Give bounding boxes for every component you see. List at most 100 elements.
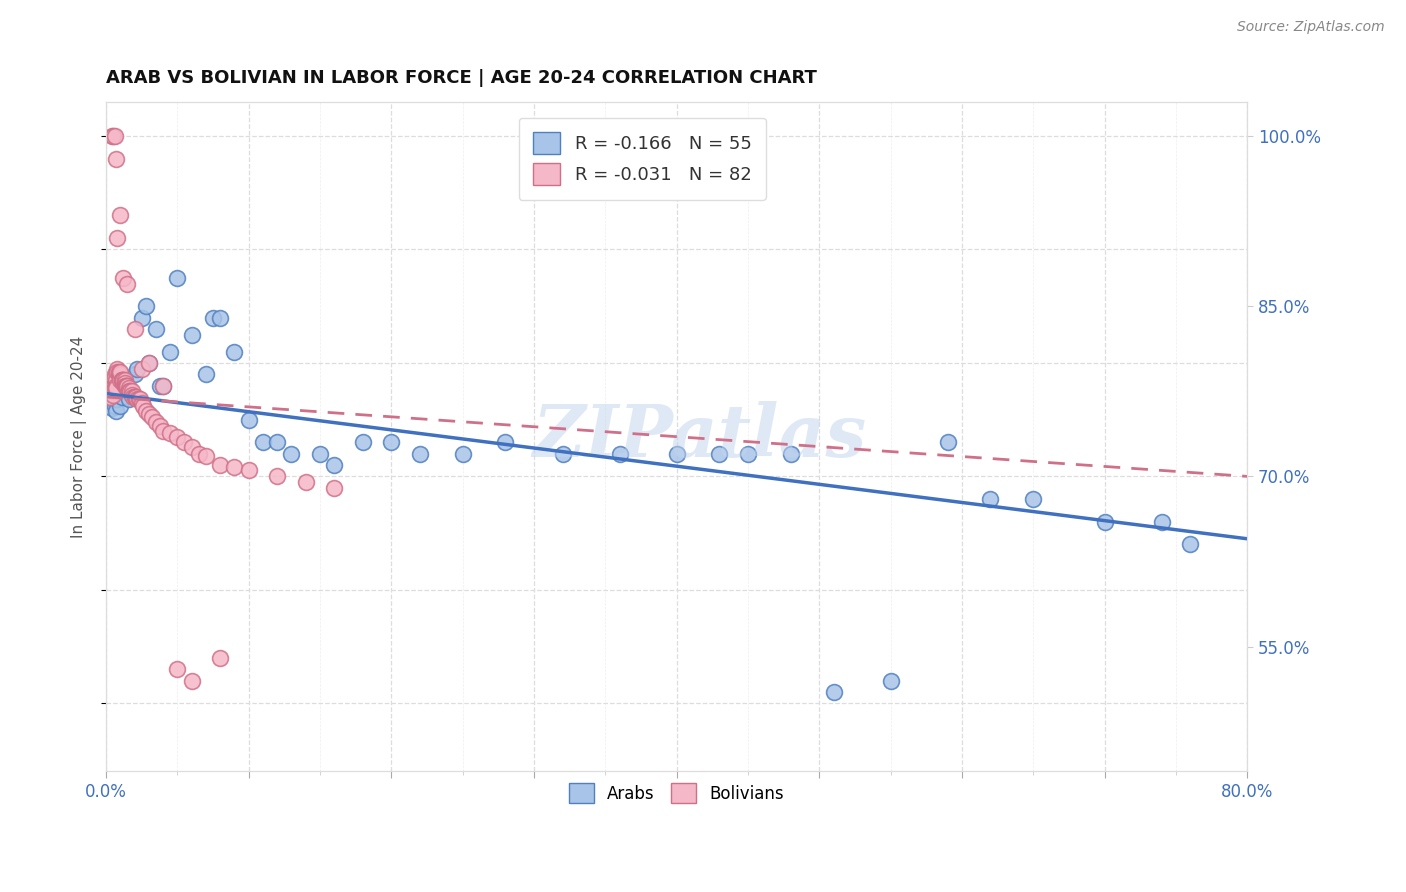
Point bbox=[224, 344, 246, 359]
Point bbox=[266, 435, 288, 450]
Point bbox=[120, 384, 142, 399]
Point bbox=[97, 384, 120, 399]
Point bbox=[110, 365, 132, 379]
Point bbox=[118, 392, 141, 407]
Point bbox=[159, 344, 181, 359]
Point bbox=[124, 390, 146, 404]
Point bbox=[100, 381, 122, 395]
Point bbox=[97, 384, 120, 399]
Point bbox=[98, 381, 121, 395]
Point bbox=[107, 231, 129, 245]
Point bbox=[112, 381, 135, 395]
Point bbox=[209, 651, 232, 665]
Point bbox=[709, 447, 731, 461]
Point bbox=[114, 376, 136, 391]
Point bbox=[111, 373, 134, 387]
Point bbox=[108, 368, 131, 382]
Point bbox=[117, 384, 139, 399]
Point bbox=[152, 424, 174, 438]
Point bbox=[104, 152, 127, 166]
Point bbox=[152, 378, 174, 392]
Point bbox=[294, 475, 316, 489]
Point bbox=[238, 462, 260, 476]
Point bbox=[737, 447, 759, 461]
Point bbox=[180, 440, 202, 454]
Point bbox=[180, 673, 202, 688]
Point bbox=[112, 270, 135, 285]
Point bbox=[266, 469, 288, 483]
Point bbox=[936, 435, 959, 450]
Text: ZIPatlas: ZIPatlas bbox=[533, 401, 866, 472]
Point bbox=[1180, 537, 1202, 551]
Point bbox=[103, 399, 125, 413]
Point bbox=[141, 410, 163, 425]
Point bbox=[879, 673, 901, 688]
Point bbox=[103, 369, 125, 384]
Point bbox=[252, 435, 274, 450]
Point bbox=[125, 390, 148, 404]
Point bbox=[187, 447, 209, 461]
Point bbox=[224, 460, 246, 475]
Point bbox=[129, 392, 152, 407]
Point bbox=[779, 447, 801, 461]
Point bbox=[238, 412, 260, 426]
Point bbox=[108, 365, 131, 379]
Point bbox=[131, 310, 153, 325]
Point bbox=[138, 356, 160, 370]
Point bbox=[107, 392, 129, 407]
Point bbox=[609, 447, 631, 461]
Point bbox=[117, 378, 139, 392]
Point bbox=[149, 419, 172, 434]
Point bbox=[323, 458, 346, 472]
Point bbox=[114, 376, 136, 391]
Point bbox=[159, 426, 181, 441]
Point bbox=[101, 387, 124, 401]
Point bbox=[108, 387, 131, 401]
Y-axis label: In Labor Force | Age 20-24: In Labor Force | Age 20-24 bbox=[72, 335, 87, 538]
Point bbox=[352, 435, 374, 450]
Point bbox=[101, 381, 124, 395]
Point bbox=[494, 435, 516, 450]
Point bbox=[110, 368, 132, 382]
Point bbox=[1022, 492, 1045, 507]
Text: ARAB VS BOLIVIAN IN LABOR FORCE | AGE 20-24 CORRELATION CHART: ARAB VS BOLIVIAN IN LABOR FORCE | AGE 20… bbox=[105, 69, 817, 87]
Point bbox=[117, 381, 139, 395]
Point bbox=[114, 378, 136, 392]
Point bbox=[111, 373, 134, 387]
Point bbox=[127, 392, 149, 407]
Point bbox=[107, 361, 129, 376]
Point bbox=[103, 128, 125, 143]
Point bbox=[145, 415, 167, 429]
Point bbox=[823, 685, 845, 699]
Point bbox=[101, 128, 124, 143]
Point bbox=[115, 378, 138, 392]
Point bbox=[110, 399, 132, 413]
Point bbox=[132, 399, 155, 413]
Point bbox=[112, 373, 135, 387]
Point bbox=[201, 310, 224, 325]
Point bbox=[173, 435, 195, 450]
Point bbox=[100, 384, 122, 399]
Point bbox=[979, 492, 1001, 507]
Point bbox=[104, 403, 127, 417]
Point bbox=[124, 368, 146, 382]
Legend: Arabs, Bolivians: Arabs, Bolivians bbox=[558, 773, 794, 814]
Point bbox=[135, 403, 157, 417]
Point bbox=[101, 392, 124, 407]
Point bbox=[100, 401, 122, 416]
Point bbox=[121, 387, 143, 401]
Point bbox=[149, 378, 172, 392]
Point bbox=[180, 327, 202, 342]
Point bbox=[103, 368, 125, 382]
Point bbox=[101, 384, 124, 399]
Point bbox=[107, 365, 129, 379]
Point bbox=[194, 449, 217, 463]
Point bbox=[152, 378, 174, 392]
Point bbox=[117, 277, 139, 291]
Point bbox=[100, 128, 122, 143]
Point bbox=[145, 322, 167, 336]
Point bbox=[138, 407, 160, 421]
Point bbox=[112, 376, 135, 391]
Point bbox=[115, 378, 138, 392]
Point bbox=[103, 381, 125, 395]
